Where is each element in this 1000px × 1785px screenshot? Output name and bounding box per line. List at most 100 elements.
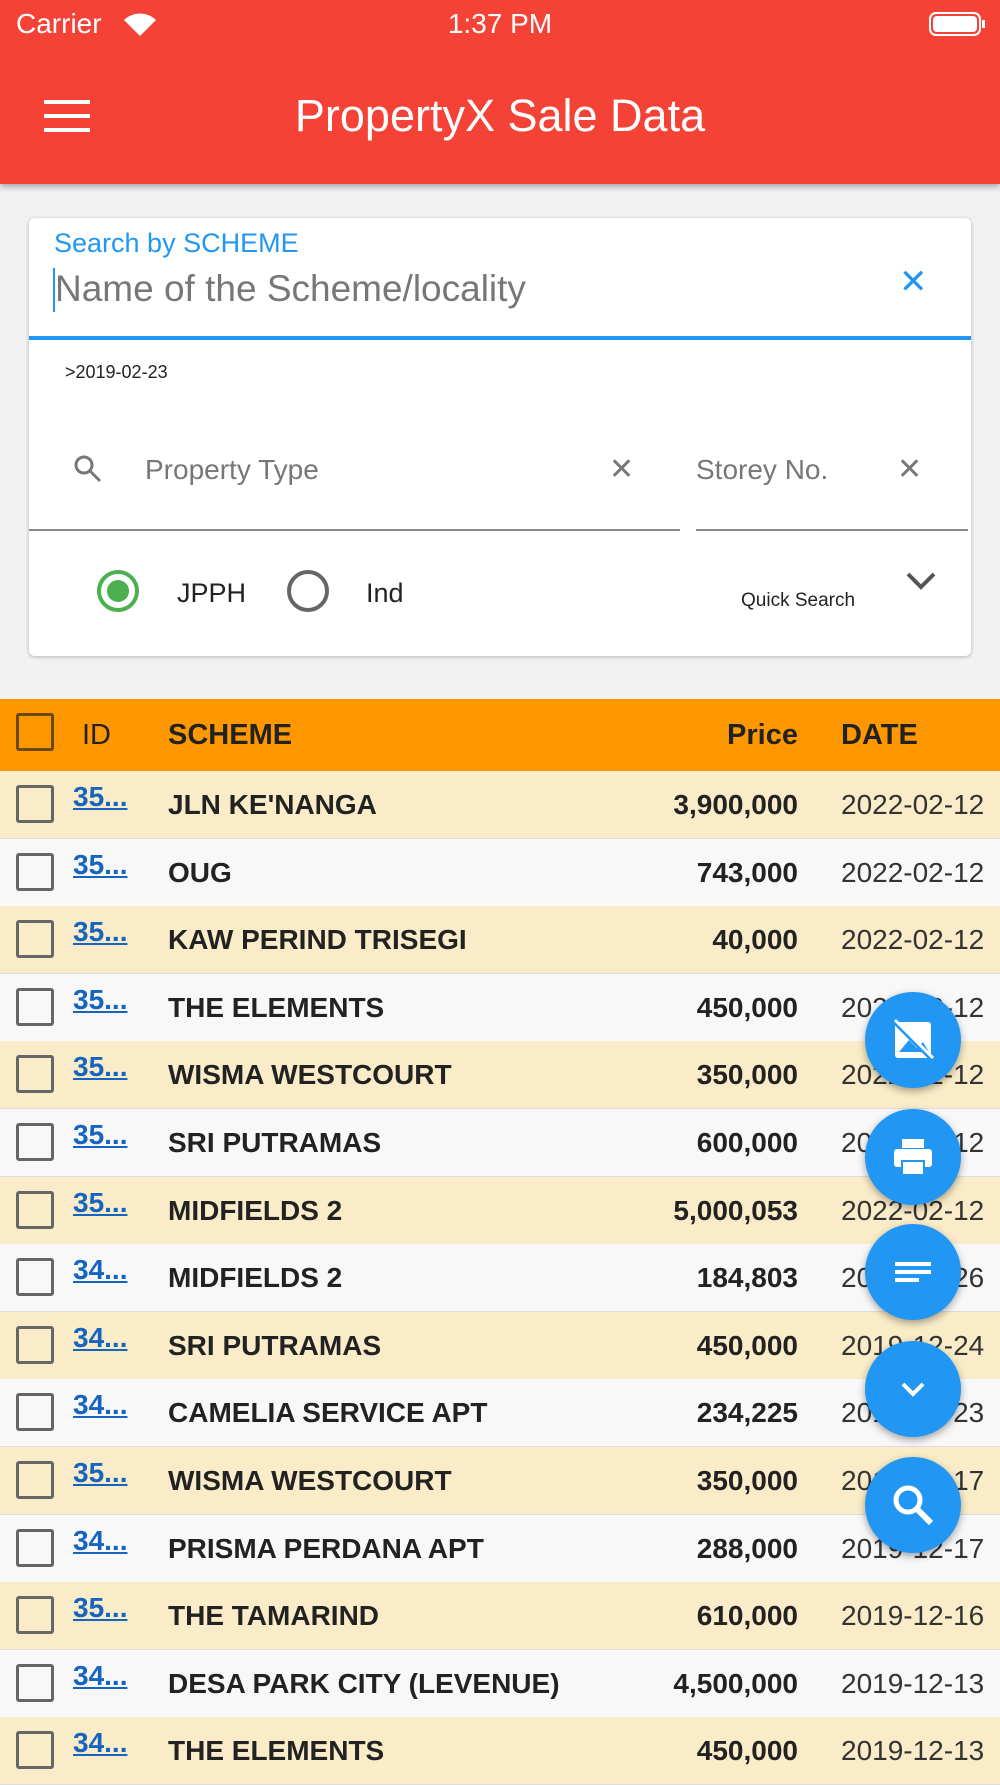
row-id[interactable]: 35... <box>73 1592 128 1624</box>
row-checkbox[interactable] <box>16 920 54 959</box>
time: 1:37 PM <box>447 8 553 39</box>
col-header: DATE <box>841 719 918 751</box>
row-date: 2019-12-13 <box>841 1735 985 1767</box>
fab-hide-images[interactable] <box>865 992 961 1088</box>
radio-ind[interactable] <box>285 568 331 614</box>
title: PropertyX Sale Data <box>294 90 706 141</box>
row-scheme: SRI PUTRAMAS <box>168 1329 382 1361</box>
row-checkbox[interactable] <box>16 1663 54 1702</box>
row-scheme: OUG <box>168 856 232 888</box>
table-row: 35... THE TAMARIND 610,000 2019-12-16 <box>0 1582 1000 1651</box>
row-id[interactable]: 34... <box>73 1254 128 1286</box>
table-row: 34... THE ELEMENTS 450,000 2019-12-13 <box>0 1717 1000 1785</box>
row-id[interactable]: 35... <box>73 1457 128 1488</box>
col-header: ID <box>82 719 111 751</box>
row-id[interactable]: 34... <box>73 1727 128 1759</box>
row-id[interactable]: 35... <box>73 781 128 812</box>
row-scheme: SRI PUTRAMAS <box>168 1127 382 1158</box>
row-checkbox[interactable] <box>16 1393 54 1432</box>
cursor <box>53 268 55 312</box>
search-input[interactable]: Name of the Scheme/locality <box>55 268 526 309</box>
row-checkbox[interactable] <box>16 1596 54 1635</box>
row-price: 610,000 <box>696 1600 798 1632</box>
search-label: Search by SCHEME <box>54 228 299 258</box>
row-id[interactable]: 35... <box>73 848 128 880</box>
row-scheme: CAMELIA SERVICE APT <box>168 1397 488 1429</box>
row-date: 2019-12-13 <box>841 1667 985 1699</box>
underline <box>696 529 968 531</box>
fab-scroll-down[interactable] <box>865 1341 961 1437</box>
row-scheme: MIDFIELDS 2 <box>168 1262 343 1294</box>
table-row: 34... DESA PARK CITY (LEVENUE) 4,500,000 20… <box>0 1649 1000 1718</box>
expand-icon[interactable] <box>905 570 937 594</box>
row-date: 2022-02-12 <box>841 789 985 820</box>
select-all[interactable] <box>16 713 54 751</box>
row-id[interactable]: 35... <box>73 983 128 1015</box>
row-scheme: THE ELEMENTS <box>168 991 385 1023</box>
row-id[interactable]: 35... <box>73 1119 128 1150</box>
row-scheme: WISMA WESTCOURT <box>168 1059 452 1091</box>
row-checkbox[interactable] <box>16 1055 54 1094</box>
table-row: 34...CAMELIA SERVICE APT234,2252019-12-2… <box>0 1379 1000 1448</box>
radio-jpph[interactable] <box>95 568 141 614</box>
fab-search[interactable] <box>865 1457 961 1553</box>
storey-input[interactable]: Storey No. <box>696 454 829 485</box>
row-checkbox[interactable] <box>16 1258 54 1297</box>
row-checkbox[interactable] <box>16 1123 54 1161</box>
row-price: 288,000 <box>696 1532 798 1564</box>
battery-icon <box>929 12 985 36</box>
radio-label: Ind <box>366 578 404 608</box>
clear-type[interactable]: ✕ <box>609 453 635 486</box>
clear-search[interactable]: ✕ <box>899 263 928 301</box>
row-id[interactable]: 35... <box>73 1051 128 1083</box>
row-checkbox[interactable] <box>16 852 54 891</box>
row-checkbox[interactable] <box>16 987 54 1026</box>
row-id[interactable]: 34... <box>73 1389 128 1421</box>
row-id[interactable]: 35... <box>73 916 128 948</box>
row-id[interactable]: 34... <box>73 1321 128 1353</box>
col-header: SCHEME <box>168 719 293 751</box>
row-id[interactable]: 34... <box>73 1524 128 1556</box>
row-price: 184,803 <box>696 1262 798 1294</box>
row-price: 350,000 <box>696 1465 798 1496</box>
quick-search[interactable]: Quick Search <box>741 590 856 611</box>
fab-sort[interactable] <box>865 1224 961 1320</box>
fab-print[interactable] <box>865 1109 961 1205</box>
underline <box>29 529 680 531</box>
row-price: 40,000 <box>712 924 798 956</box>
row-checkbox[interactable] <box>16 1325 54 1364</box>
wifi-icon <box>124 13 156 37</box>
row-scheme: JLN KE'NANGA <box>168 789 377 820</box>
row-scheme: WISMA WESTCOURT <box>168 1465 452 1496</box>
clear-storey[interactable]: ✕ <box>897 453 923 486</box>
row-price: 3,900,000 <box>673 789 798 820</box>
row-id[interactable]: 34... <box>73 1659 128 1691</box>
row-checkbox[interactable] <box>16 785 54 823</box>
row-id[interactable]: 35... <box>73 1186 128 1218</box>
property-type-input[interactable]: Property Type <box>145 454 319 485</box>
radio-label: JPPH <box>177 578 247 608</box>
row-price: 5,000,053 <box>673 1194 798 1226</box>
underline <box>29 336 971 340</box>
row-price: 234,225 <box>696 1397 798 1429</box>
row-checkbox[interactable] <box>16 1461 54 1499</box>
row-scheme: THE TAMARIND <box>168 1600 380 1632</box>
table-row: 35... KAW PERIND TRISEGI 40,000 2022-02-12 <box>0 906 1000 975</box>
row-price: 4,500,000 <box>673 1667 798 1699</box>
menu-button[interactable] <box>44 98 92 134</box>
row-price: 743,000 <box>696 856 798 888</box>
row-price: 600,000 <box>696 1127 798 1158</box>
row-price: 450,000 <box>696 1735 798 1767</box>
search-card: Search by SCHEME Name of the Scheme/loca… <box>29 218 971 656</box>
row-scheme: KAW PERIND TRISEGI <box>168 924 467 956</box>
row-checkbox[interactable] <box>16 1528 54 1567</box>
row-checkbox[interactable] <box>16 1731 54 1770</box>
row-checkbox[interactable] <box>16 1190 54 1229</box>
search-icon <box>74 455 102 483</box>
